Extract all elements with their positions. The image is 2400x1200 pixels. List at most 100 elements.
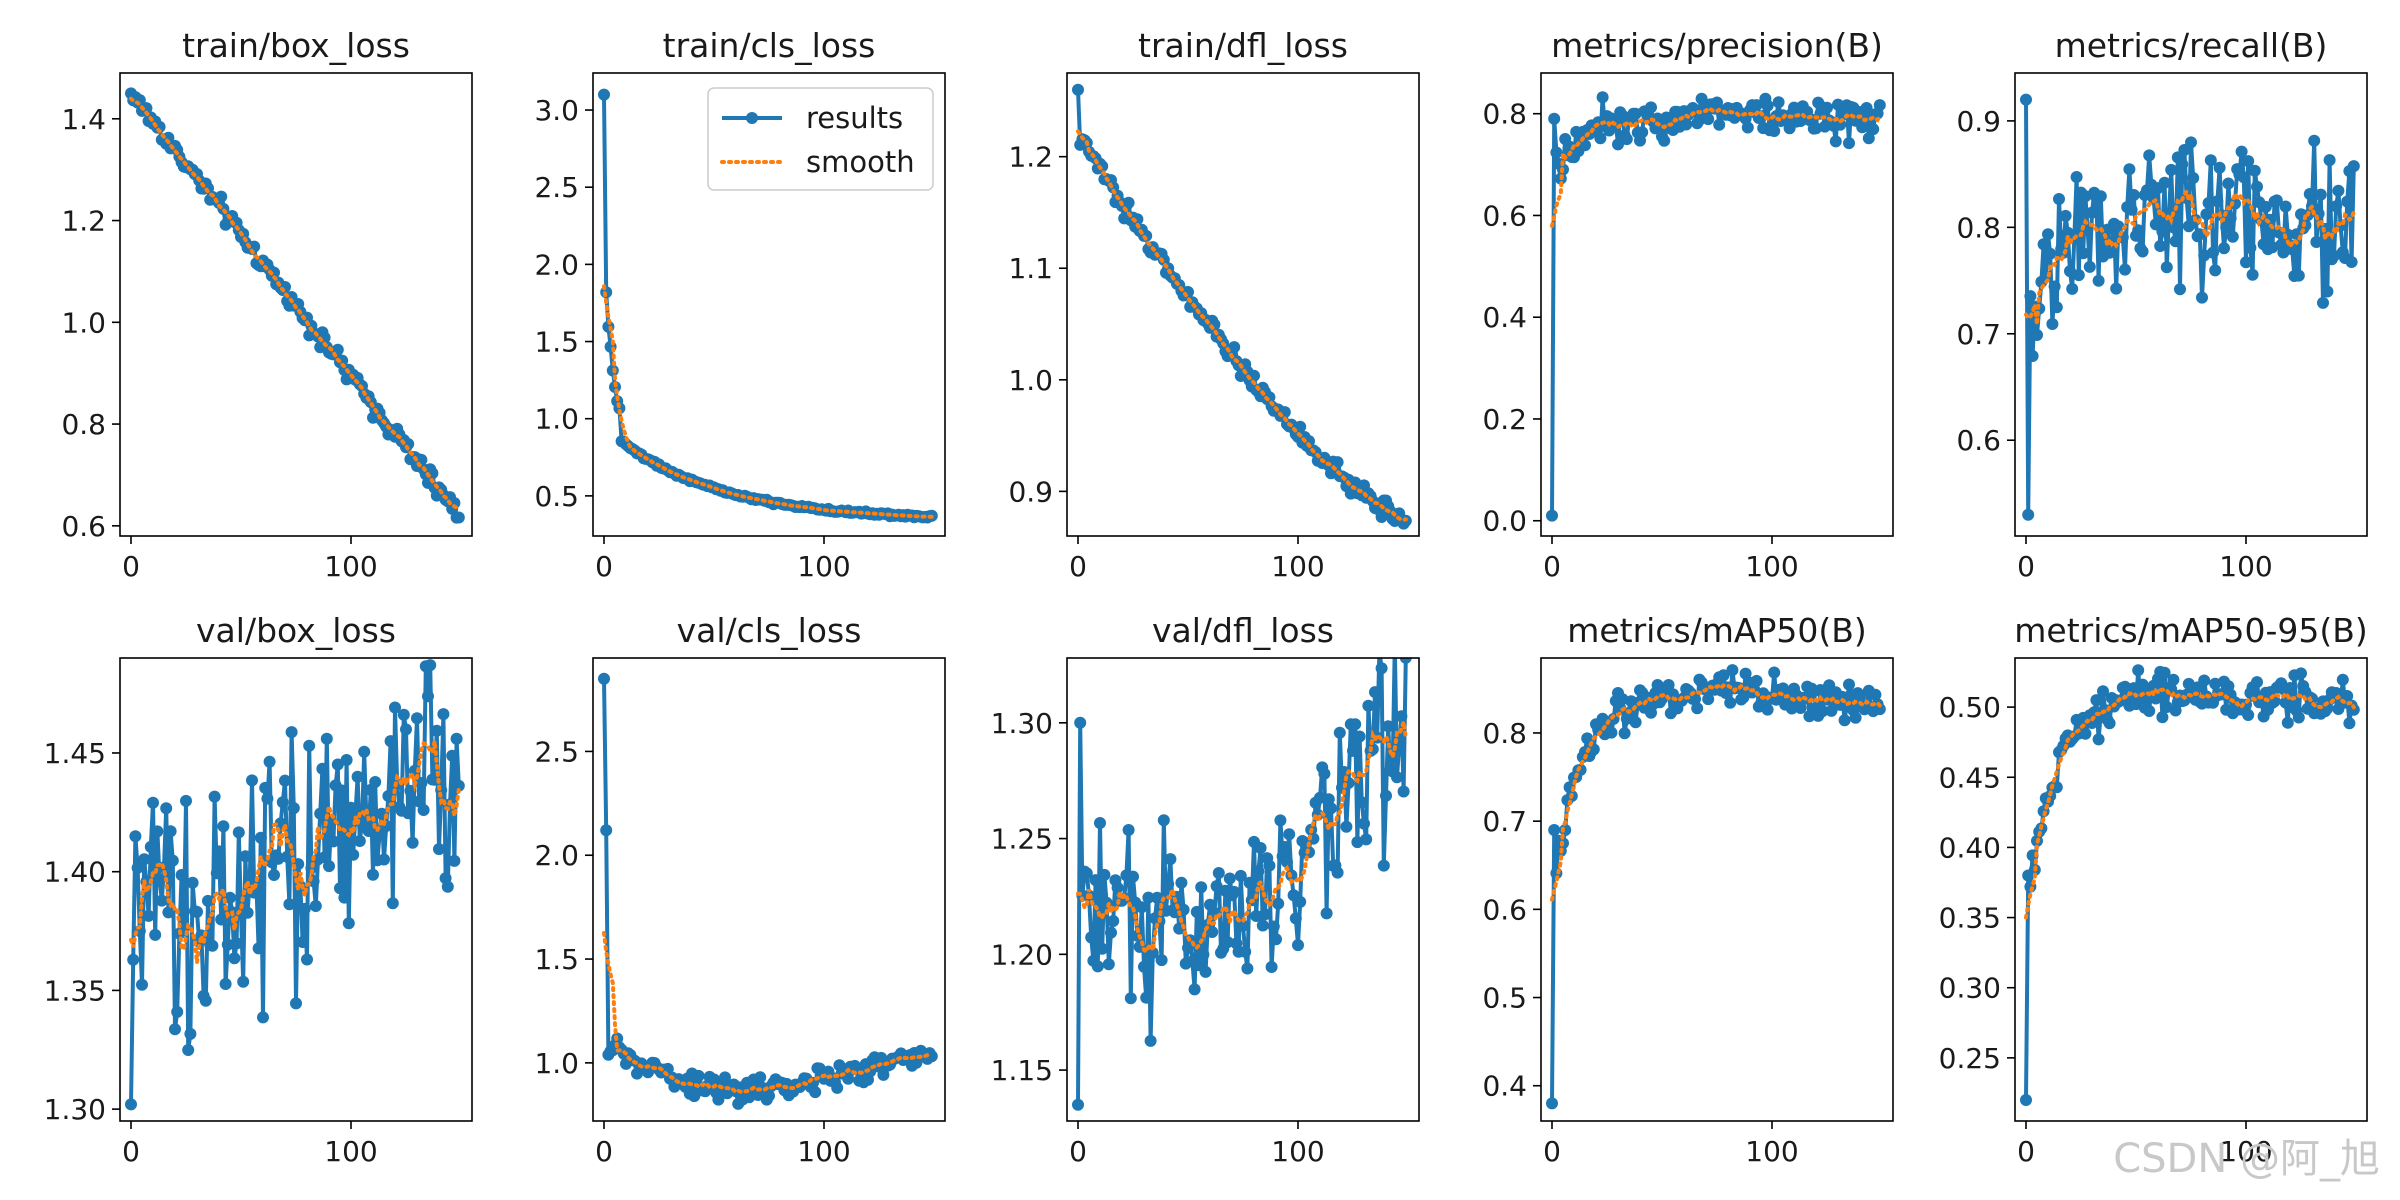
data-point <box>2213 161 2226 174</box>
data-point <box>384 735 397 748</box>
y-tick-label: 0.45 <box>1939 761 2001 794</box>
data-point <box>1380 789 1392 802</box>
data-point <box>1399 658 1412 664</box>
y-tick-label: 0.6 <box>1482 893 1527 926</box>
data-point <box>334 882 346 895</box>
data-point <box>1658 134 1671 147</box>
data-point <box>340 754 353 766</box>
subplot-7: val/cls_loss 0 100 1.0 1.5 2.0 2.5 <box>534 611 946 1168</box>
watermark-text: CSDN @阿_旭 <box>2113 1136 2380 1182</box>
y-tick-label: 1.30 <box>991 707 1053 740</box>
x-tick-label: 0 <box>1543 1135 1561 1168</box>
data-point <box>1691 702 1704 715</box>
data-point <box>1717 669 1730 682</box>
data-point <box>175 869 188 881</box>
data-point <box>147 796 159 809</box>
data-point <box>452 511 465 524</box>
data-point <box>360 812 373 825</box>
data-point <box>2308 134 2321 147</box>
data-point <box>281 850 294 863</box>
subplot-title: train/dfl_loss <box>1138 26 1348 65</box>
data-point <box>2292 269 2305 282</box>
data-point <box>160 802 173 815</box>
data-point <box>202 894 214 907</box>
data-point <box>367 868 379 881</box>
data-point <box>1680 118 1693 131</box>
data-point <box>1162 878 1175 891</box>
data-point <box>1702 113 1715 126</box>
data-point <box>140 102 153 115</box>
data-point <box>232 826 245 839</box>
y-tick-label: 0.0 <box>1482 505 1527 538</box>
data-point <box>1140 991 1153 1004</box>
data-point <box>2323 154 2336 167</box>
y-tick-label: 1.0 <box>1008 364 1053 397</box>
data-point <box>2211 195 2224 208</box>
data-point <box>1702 693 1715 706</box>
data-point <box>1091 960 1104 973</box>
subplot-6: val/box_loss 0 100 1.30 1.35 1.40 1.45 <box>44 611 473 1168</box>
data-point <box>2026 350 2039 362</box>
data-point <box>1072 1098 1084 1111</box>
data-point <box>1111 881 1124 894</box>
data-point <box>2125 203 2138 216</box>
y-tick-label: 1.20 <box>991 938 1053 971</box>
data-point <box>1296 835 1309 847</box>
legend-smooth-label: smooth <box>806 145 915 179</box>
data-point <box>1199 965 1212 978</box>
data-point <box>422 690 434 703</box>
data-point <box>378 853 390 866</box>
data-point <box>1739 667 1752 680</box>
data-point <box>2279 200 2292 213</box>
data-point <box>831 1081 844 1094</box>
data-point <box>1223 872 1236 885</box>
data-point <box>600 824 613 837</box>
data-point <box>224 891 236 904</box>
subplot-title: metrics/mAP50-95(B) <box>2014 611 2367 650</box>
data-point <box>180 794 192 807</box>
data-point <box>2090 694 2103 707</box>
data-point <box>1142 891 1155 904</box>
x-tick-label: 100 <box>2219 1135 2272 1168</box>
data-point <box>1239 945 1252 958</box>
plot-area <box>1546 91 1886 522</box>
data-point <box>2345 256 2358 268</box>
data-point <box>351 770 364 783</box>
x-tick-label: 0 <box>122 550 140 583</box>
data-point <box>171 1005 184 1018</box>
y-tick-label: 0.6 <box>61 510 106 543</box>
y-tick-label: 0.6 <box>1956 424 2001 457</box>
data-point <box>199 994 212 1007</box>
data-point <box>1124 992 1137 1005</box>
data-point <box>323 860 335 873</box>
data-point <box>1605 726 1618 739</box>
y-tick-label: 2.5 <box>534 171 579 204</box>
data-point <box>1272 897 1285 910</box>
data-point <box>1548 824 1561 836</box>
data-point <box>2226 230 2239 243</box>
data-point <box>149 928 162 941</box>
y-tick-label: 0.7 <box>1482 805 1527 838</box>
subplot-title: val/dfl_loss <box>1152 611 1334 650</box>
y-tick-label: 1.25 <box>991 823 1053 856</box>
y-tick-label: 1.15 <box>991 1054 1053 1087</box>
data-point <box>2204 154 2217 167</box>
data-point <box>1382 720 1395 733</box>
data-point <box>1234 869 1247 882</box>
data-point <box>279 774 291 787</box>
data-point <box>1867 123 1880 136</box>
data-point <box>1355 796 1368 809</box>
data-point <box>1869 688 1882 701</box>
data-point <box>1662 679 1675 691</box>
data-point <box>2132 664 2145 677</box>
data-point <box>151 825 164 838</box>
data-point <box>411 712 423 725</box>
plot-area <box>1546 664 1886 1110</box>
y-tick-label: 0.25 <box>1939 1042 2001 1075</box>
data-point <box>598 88 610 101</box>
y-tick-label: 0.8 <box>61 408 106 441</box>
data-point <box>285 726 298 739</box>
axes-frame <box>1540 72 1894 537</box>
subplot-title: val/box_loss <box>196 611 396 650</box>
subplot-1: train/box_loss 0 100 0.6 0.8 1.0 1.2 1.4 <box>61 26 473 583</box>
